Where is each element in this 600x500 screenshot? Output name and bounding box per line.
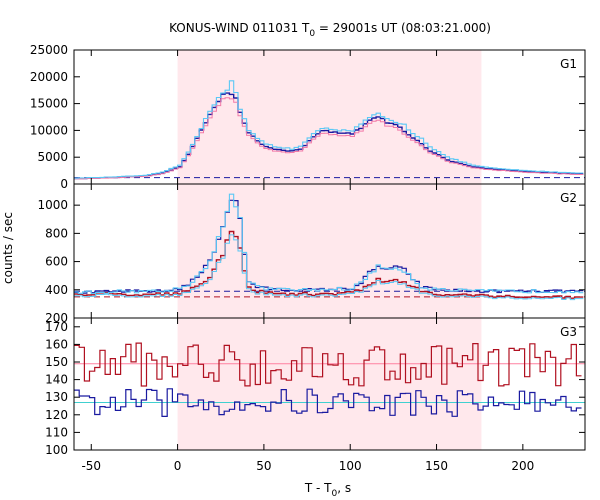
x-tick-label: 150 (425, 459, 448, 473)
y-tick-label: 150 (45, 355, 68, 369)
y-tick-label: 110 (45, 425, 68, 439)
x-tick-label: 50 (256, 459, 271, 473)
shaded-interval-g1 (177, 50, 482, 184)
x-tick-label: 200 (511, 459, 534, 473)
g2-secondary-series (74, 234, 584, 301)
y-tick-label: 400 (45, 283, 68, 297)
y-tick-label: 10000 (30, 123, 68, 137)
panel-label-g2: G2 (560, 191, 577, 205)
g2-light-blue-series (74, 193, 584, 295)
y-tick-label: 130 (45, 390, 68, 404)
g1-secondary-series (74, 97, 584, 180)
y-tick-label: 800 (45, 226, 68, 240)
y-tick-label: 120 (45, 408, 68, 422)
y-tick-label: 25000 (30, 43, 68, 57)
chart-title: KONUS-WIND 011031 T0 = 29001s UT (08:03:… (169, 21, 491, 39)
y-tick-label: 160 (45, 337, 68, 351)
y-tick-label: 140 (45, 373, 68, 387)
y-tick-label: 200 (45, 311, 68, 325)
x-tick-label: 100 (339, 459, 362, 473)
shaded-interval-g3 (177, 318, 482, 450)
x-axis-label: T - T0, s (304, 481, 351, 499)
g3-blue-series (74, 388, 582, 417)
x-tick-label: -50 (81, 459, 101, 473)
panel-label-g3: G3 (560, 325, 577, 339)
y-axis-label: counts / sec (1, 212, 15, 284)
y-tick-label: 1000 (37, 198, 68, 212)
g3-red-series (74, 342, 582, 387)
y-tick-label: 100 (45, 443, 68, 457)
g1-light-blue-series (74, 80, 584, 179)
x-tick-label: 0 (174, 459, 182, 473)
y-tick-label: 0 (60, 177, 68, 191)
shaded-interval-g2 (177, 184, 482, 318)
panel-label-g1: G1 (560, 57, 577, 71)
y-tick-label: 20000 (30, 70, 68, 84)
y-tick-label: 600 (45, 255, 68, 269)
g2-dark-blue-series (74, 199, 584, 295)
y-tick-label: 15000 (30, 97, 68, 111)
y-tick-label: 170 (45, 320, 68, 334)
y-tick-label: 5000 (37, 150, 68, 164)
panel-frame-g3 (73, 317, 586, 451)
